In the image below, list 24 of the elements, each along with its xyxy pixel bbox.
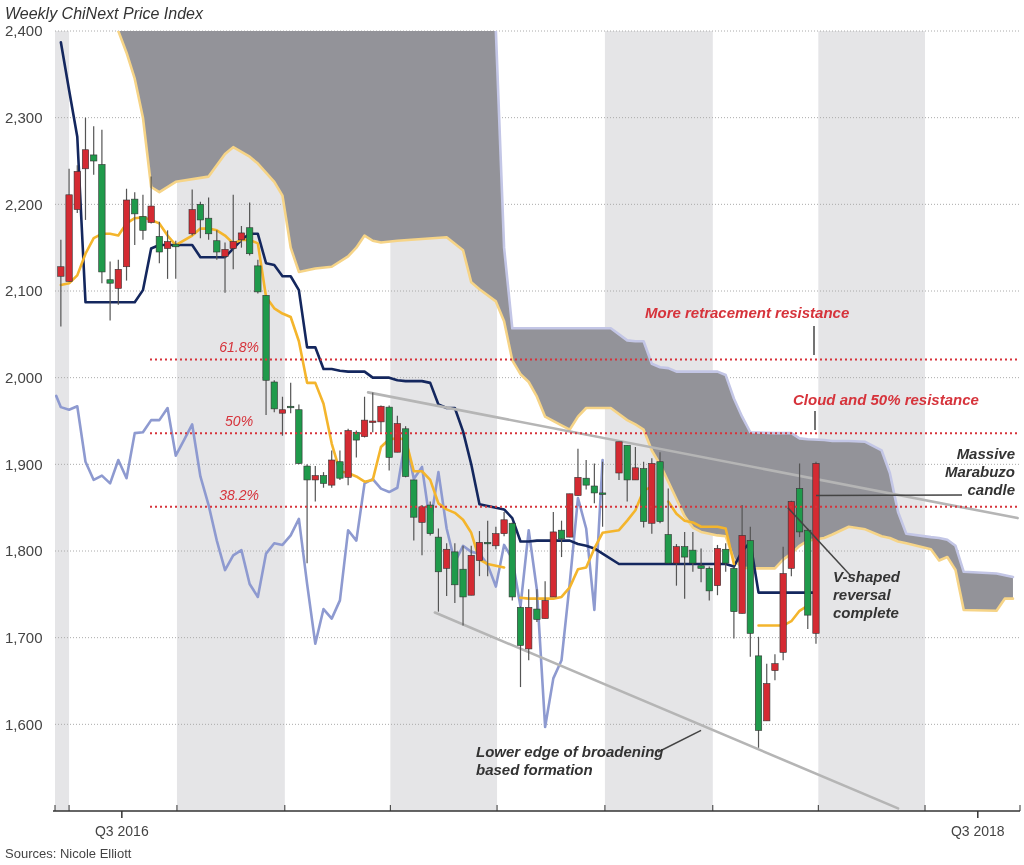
y-tick-label: 1,800 [5, 542, 43, 560]
candlestick [771, 653, 779, 681]
source-note: Sources: Nicole Elliott [5, 846, 132, 861]
y-tick-label: 1,900 [5, 455, 43, 473]
x-tick-label: Q3 2016 [94, 823, 149, 839]
candlestick [229, 194, 237, 270]
chart-title: Weekly ChiNext Price Index [5, 5, 204, 22]
annotation: 38.2% [219, 486, 259, 503]
y-tick-label: 2,400 [5, 22, 43, 40]
annotation: V-shaped reversal complete [833, 568, 901, 621]
annotation: Cloud and 50% resistance [793, 391, 979, 408]
annotation: Massive Marabuzo candle [944, 445, 1015, 498]
y-tick-label: 2,000 [5, 368, 43, 386]
y-tick-label: 1,700 [5, 628, 43, 646]
annotation: 50% [225, 413, 254, 430]
annotation: More retracement resistance [645, 304, 850, 321]
y-tick-label: 2,300 [5, 108, 43, 126]
candlestick [287, 382, 295, 414]
y-tick-label: 2,200 [5, 195, 43, 213]
y-tick-label: 1,600 [5, 715, 43, 733]
annotation: 61.8% [219, 339, 259, 356]
annotation: Lower edge of broadening based formation [476, 743, 664, 778]
y-tick-label: 2,100 [5, 282, 43, 300]
x-tick-label: Q3 2018 [950, 823, 1005, 839]
